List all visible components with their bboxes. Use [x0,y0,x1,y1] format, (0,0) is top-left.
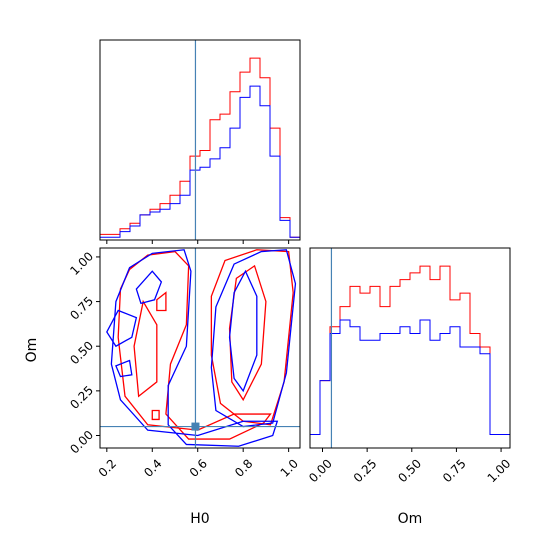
contour-red [133,299,158,398]
contour-blue [115,359,133,378]
h0-marginal-panel [99,39,301,244]
contour-blue [106,309,138,348]
joint-x-tick-label: 0.4 [141,456,164,479]
contour-blue [210,249,297,428]
joint-y-tick-label: 0.25 [67,383,96,412]
joint-y-tick-label: 1.00 [67,249,96,278]
joint-x-tick-label: 0.2 [96,456,119,479]
axes-frame [99,39,301,241]
joint-x-tick-label: 0.6 [187,456,210,479]
joint-y-tick-label: 0.00 [67,428,96,457]
h0-om-joint-panel: 0.2 0.4 0.6 0.8 1.0 0.00 0.25 0.50 0.75 1.00 [67,247,301,480]
y-axis-label-om: Om [24,338,40,363]
histogram-series-blue [99,85,301,240]
om-marginal-x-tick-label: 0.75 [440,456,469,485]
contour-red [117,250,272,440]
joint-contours [106,249,297,447]
contour-blue [135,270,163,305]
joint-x-tick-label: 1.0 [278,456,301,479]
om-marginal-x-tick-label: 0.50 [395,456,424,485]
histogram-series-blue [309,319,511,448]
om-marginal-panel: 0.00 0.25 0.50 0.75 1.00 [306,247,514,485]
x-axis-label-h0: H0 [190,511,209,527]
joint-y-tick-label: 0.50 [67,338,96,367]
joint-y-tick-label: 0.75 [67,294,96,323]
histogram-series-red [309,265,511,448]
om-marginal-x-tick-label: 0.25 [351,456,380,485]
contour-red [151,409,160,421]
contour-blue [228,269,258,393]
om-marginal-x-tick-label: 0.00 [306,456,335,485]
om-marginal-x-tick-label: 1.00 [485,456,514,485]
joint-x-tick-label: 0.8 [232,456,255,479]
contour-red [210,249,294,426]
contour-red [156,291,167,312]
contour-blue [110,249,279,447]
histogram-series-red [99,57,301,240]
axes-frame [309,247,511,449]
x-axis-label-om: Om [398,511,423,527]
axes-frame [99,247,301,449]
truth-point-marker [191,422,200,431]
